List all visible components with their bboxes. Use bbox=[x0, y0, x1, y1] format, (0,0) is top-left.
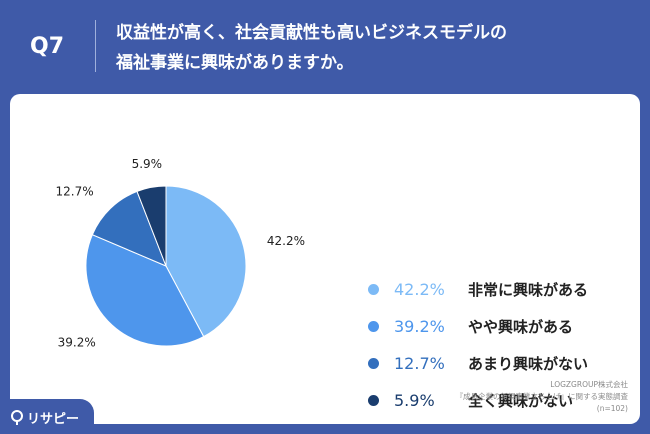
legend-marker bbox=[368, 321, 379, 332]
source-sample: (n=102) bbox=[596, 404, 628, 413]
pie-data-label: 5.9% bbox=[132, 157, 163, 171]
pie-chart: 42.2% 39.2% 12.7% 5.9% bbox=[56, 157, 306, 350]
question-title: 収益性が高く、社会貢献性も高いビジネスモデルの 福祉事業に興味がありますか。 bbox=[116, 18, 636, 78]
brand-logo: リサピー bbox=[0, 399, 94, 434]
header: Q7 収益性が高く、社会貢献性も高いビジネスモデルの 福祉事業に興味がありますか… bbox=[0, 0, 650, 92]
legend-label: やや興味がある bbox=[468, 318, 574, 336]
source-survey: 『成長企業の新規事業立ち上げ』に関する実態調査 bbox=[455, 392, 629, 401]
source-note: LOGZGROUP株式会社 『成長企業の新規事業立ち上げ』に関する実態調査 (n… bbox=[456, 379, 629, 415]
legend-percent: 39.2% bbox=[394, 317, 445, 336]
legend-percent: 12.7% bbox=[394, 354, 445, 373]
pin-icon bbox=[11, 410, 23, 425]
legend-label: 全く興味がない bbox=[468, 392, 574, 410]
legend-label: あまり興味がない bbox=[468, 355, 589, 373]
logo-text: リサピー bbox=[27, 412, 80, 427]
pie-slice bbox=[91, 190, 167, 267]
pie-data-label: 12.7% bbox=[56, 184, 94, 198]
legend-percent: 42.2% bbox=[394, 280, 445, 299]
pie-slice bbox=[85, 234, 205, 347]
pie-data-label: 42.2% bbox=[267, 234, 305, 248]
legend-label: 非常に興味がある bbox=[468, 281, 589, 299]
pie-slice bbox=[136, 185, 167, 267]
legend-marker bbox=[368, 358, 379, 369]
pie-data-label: 39.2% bbox=[58, 336, 96, 350]
legend-marker bbox=[368, 284, 379, 295]
question-title-line1: 収益性が高く、社会貢献性も高いビジネスモデルの bbox=[116, 23, 507, 43]
question-title-line2: 福祉事業に興味がありますか。 bbox=[116, 53, 354, 73]
legend-marker bbox=[368, 395, 379, 406]
header-divider bbox=[95, 20, 96, 72]
pie-slice bbox=[165, 185, 247, 338]
source-company: LOGZGROUP株式会社 bbox=[550, 380, 628, 389]
chart-card: 42.2% 39.2% 12.7% 5.9% 42.2% 非常に興味がある 39.2% やや… bbox=[10, 94, 640, 424]
question-number: Q7 bbox=[30, 34, 65, 59]
legend-percent: 5.9% bbox=[394, 391, 435, 410]
